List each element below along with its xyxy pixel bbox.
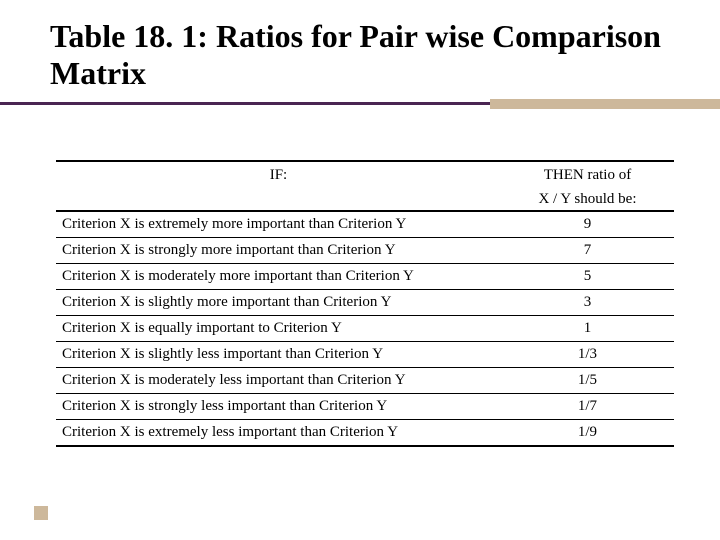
- table-row: Criterion X is strongly more important t…: [56, 237, 674, 263]
- ratios-table-container: IF: THEN ratio of X / Y should be: Crite…: [50, 160, 680, 447]
- ratio-cell: 1/3: [501, 341, 674, 367]
- col-header-if-blank: [56, 186, 501, 211]
- if-cell: Criterion X is moderately more important…: [56, 263, 501, 289]
- underline-purple-segment: [0, 102, 490, 105]
- underline-tan-segment: [490, 99, 720, 109]
- col-header-then-line1: THEN ratio of: [501, 161, 674, 186]
- ratio-cell: 3: [501, 289, 674, 315]
- col-header-if: IF:: [56, 161, 501, 186]
- ratio-cell: 5: [501, 263, 674, 289]
- if-cell: Criterion X is equally important to Crit…: [56, 315, 501, 341]
- ratio-cell: 7: [501, 237, 674, 263]
- table-row: Criterion X is extremely less important …: [56, 419, 674, 446]
- table-row: Criterion X is moderately more important…: [56, 263, 674, 289]
- title-underline: [0, 98, 720, 110]
- ratio-cell: 1/9: [501, 419, 674, 446]
- table-row: Criterion X is moderately less important…: [56, 367, 674, 393]
- ratio-cell: 1: [501, 315, 674, 341]
- if-cell: Criterion X is slightly more important t…: [56, 289, 501, 315]
- if-cell: Criterion X is moderately less important…: [56, 367, 501, 393]
- table-row: Criterion X is equally important to Crit…: [56, 315, 674, 341]
- footer-square-icon: [34, 506, 48, 520]
- if-cell: Criterion X is slightly less important t…: [56, 341, 501, 367]
- ratio-cell: 1/5: [501, 367, 674, 393]
- table-row: Criterion X is slightly more important t…: [56, 289, 674, 315]
- col-header-then-line2: X / Y should be:: [501, 186, 674, 211]
- table-row: Criterion X is strongly less important t…: [56, 393, 674, 419]
- ratios-table: IF: THEN ratio of X / Y should be: Crite…: [56, 160, 674, 447]
- if-cell: Criterion X is extremely less important …: [56, 419, 501, 446]
- table-row: Criterion X is extremely more important …: [56, 211, 674, 238]
- ratios-table-body: Criterion X is extremely more important …: [56, 211, 674, 446]
- table-row: Criterion X is slightly less important t…: [56, 341, 674, 367]
- slide: Table 18. 1: Ratios for Pair wise Compar…: [0, 0, 720, 540]
- ratio-cell: 9: [501, 211, 674, 238]
- ratio-cell: 1/7: [501, 393, 674, 419]
- page-title: Table 18. 1: Ratios for Pair wise Compar…: [50, 18, 680, 92]
- if-cell: Criterion X is strongly more important t…: [56, 237, 501, 263]
- if-cell: Criterion X is extremely more important …: [56, 211, 501, 238]
- if-cell: Criterion X is strongly less important t…: [56, 393, 501, 419]
